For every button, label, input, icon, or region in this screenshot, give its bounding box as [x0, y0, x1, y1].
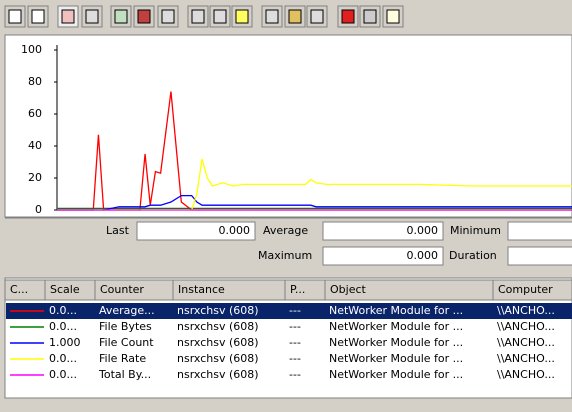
- y-tick-label: 40: [28, 139, 42, 152]
- cell[interactable]: 0.0...: [49, 304, 77, 317]
- toolbar-icon: [86, 10, 98, 23]
- stat-text: Last: [106, 224, 130, 237]
- cell[interactable]: nsrxchsv (608): [177, 368, 259, 381]
- column-header-text: Instance: [178, 283, 225, 296]
- cell[interactable]: File Count: [99, 336, 154, 349]
- toolbar-icon: [192, 10, 204, 23]
- cell[interactable]: nsrxchsv (608): [177, 320, 259, 333]
- graph-area: [5, 35, 572, 217]
- toolbar-icon: [9, 10, 21, 23]
- cell[interactable]: NetWorker Module for ...: [329, 368, 463, 381]
- y-tick-label: 100: [21, 43, 42, 56]
- toolbar-icon: [138, 10, 150, 23]
- stat-text: Minimum: [450, 224, 501, 237]
- cell[interactable]: 0.0...: [49, 320, 77, 333]
- cell[interactable]: ---: [289, 352, 301, 365]
- cell[interactable]: NetWorker Module for ...: [329, 352, 463, 365]
- cell[interactable]: ---: [289, 368, 301, 381]
- cell[interactable]: nsrxchsv (608): [177, 304, 259, 317]
- toolbar-icon: [214, 10, 226, 23]
- cell[interactable]: ---: [289, 304, 301, 317]
- perfmon-window: 0 20 40 60 80 100 Last 0.000 Average 0.000 Minimum…: [0, 0, 572, 412]
- cell[interactable]: ---: [289, 336, 301, 349]
- cell[interactable]: File Bytes: [99, 320, 152, 333]
- cell[interactable]: NetWorker Module for ...: [329, 320, 463, 333]
- toolbar-icon: [162, 10, 174, 23]
- toolbar-icon: [266, 10, 278, 23]
- toolbar-icon: [62, 10, 74, 23]
- toolbar-icon: [364, 10, 376, 23]
- toolbar: [5, 6, 403, 27]
- cell[interactable]: NetWorker Module for ...: [329, 336, 463, 349]
- stat-text: Duration: [449, 249, 497, 262]
- cell[interactable]: \\ANCHO...: [497, 368, 555, 381]
- cell[interactable]: \\ANCHO...: [497, 320, 555, 333]
- toolbar-icon: [342, 10, 354, 23]
- value-box: [508, 247, 572, 265]
- cell[interactable]: 0.0...: [49, 368, 77, 381]
- value-box: [508, 222, 572, 240]
- column-header-text: P...: [290, 283, 305, 296]
- cell[interactable]: Total By...: [98, 368, 151, 381]
- cell[interactable]: Average...: [99, 304, 155, 317]
- column-header-text: Scale: [50, 283, 80, 296]
- cell[interactable]: 0.0...: [49, 352, 77, 365]
- cell[interactable]: 1.000: [49, 336, 81, 349]
- toolbar-icon: [32, 10, 44, 23]
- cell[interactable]: \\ANCHO...: [497, 336, 555, 349]
- y-tick-label: 0: [35, 203, 42, 216]
- column-header-text: Computer: [498, 283, 553, 296]
- column-header-text: Object: [330, 283, 367, 296]
- stat-text: Average: [263, 224, 308, 237]
- toolbar-icon: [236, 10, 248, 23]
- toolbar-icon: [387, 10, 399, 23]
- cell[interactable]: \\ANCHO...: [497, 304, 555, 317]
- column-header-text: C...: [10, 283, 28, 296]
- cell[interactable]: ---: [289, 320, 301, 333]
- cell[interactable]: nsrxchsv (608): [177, 352, 259, 365]
- y-tick-label: 60: [28, 107, 42, 120]
- stat-text: 0.000: [407, 249, 439, 262]
- y-tick-label: 80: [28, 75, 42, 88]
- column-header-text: Counter: [100, 283, 144, 296]
- stat-text: 0.000: [407, 224, 439, 237]
- toolbar-icon: [311, 10, 323, 23]
- y-tick-label: 20: [28, 171, 42, 184]
- cell[interactable]: NetWorker Module for ...: [329, 304, 463, 317]
- toolbar-icon: [289, 10, 301, 23]
- stat-text: 0.000: [219, 224, 251, 237]
- cell[interactable]: File Rate: [99, 352, 146, 365]
- toolbar-icon: [115, 10, 127, 23]
- stat-text: Maximum: [258, 249, 312, 262]
- cell[interactable]: nsrxchsv (608): [177, 336, 259, 349]
- cell[interactable]: \\ANCHO...: [497, 352, 555, 365]
